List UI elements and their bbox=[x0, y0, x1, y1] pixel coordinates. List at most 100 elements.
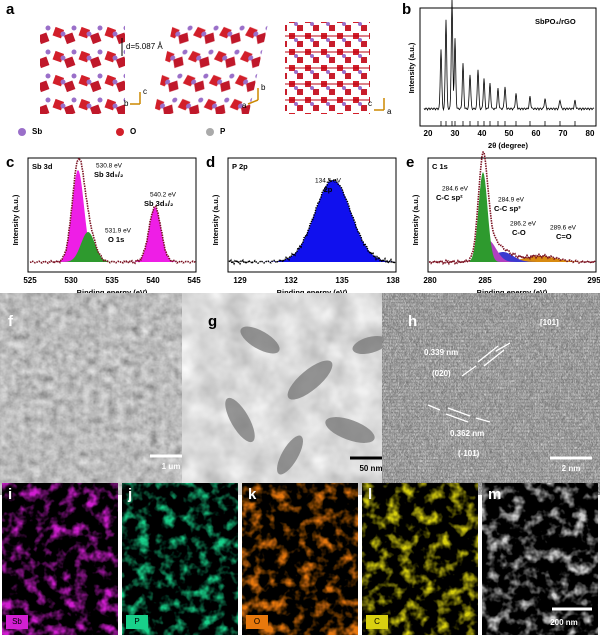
x-label: Binding energy (eV) bbox=[77, 288, 148, 297]
x-label: Binding energy (eV) bbox=[277, 288, 348, 297]
axis-letter: b bbox=[124, 99, 129, 108]
crystal bbox=[285, 22, 370, 114]
y-label: Intensity (a.u.) bbox=[211, 194, 220, 245]
x-tick-label: 70 bbox=[559, 129, 568, 138]
panel-letter: b bbox=[402, 1, 411, 18]
peak-label: C=O bbox=[556, 232, 572, 241]
panel-letter: i bbox=[8, 486, 12, 503]
x-tick-label: 545 bbox=[187, 276, 201, 285]
element-tag bbox=[366, 615, 388, 629]
scale-bar-label: 50 nm bbox=[359, 464, 382, 473]
reference-lines bbox=[440, 121, 576, 126]
peak-label: 286.2 eV bbox=[510, 221, 537, 228]
peak-label: 531.9 eV bbox=[105, 228, 132, 235]
plot-title: C 1s bbox=[432, 162, 448, 171]
spectrum bbox=[428, 151, 596, 266]
panel-letter: e bbox=[406, 154, 414, 171]
element-label: C bbox=[374, 617, 380, 626]
map-signal bbox=[482, 483, 598, 635]
peak-fit bbox=[240, 180, 394, 262]
legend: Sb O P bbox=[18, 127, 226, 136]
plot-title: P 2p bbox=[232, 162, 248, 171]
x-tick-label: 540 bbox=[146, 276, 160, 285]
element-tag bbox=[246, 615, 268, 629]
x-label: Binding energy (eV) bbox=[477, 288, 548, 297]
peak-label: C-C sp³ bbox=[494, 204, 521, 213]
panel-letter: a bbox=[6, 1, 15, 18]
x-tick-label: 280 bbox=[423, 276, 437, 285]
legend-label: Sb bbox=[32, 127, 42, 136]
d-spacing: 0.339 nm bbox=[424, 348, 458, 357]
x-tick-label: 40 bbox=[478, 129, 487, 138]
spectrum bbox=[228, 178, 396, 266]
panel-letter: g bbox=[208, 313, 217, 330]
panel-letter: h bbox=[408, 313, 417, 330]
x-tick-label: 525 bbox=[23, 276, 37, 285]
x-tick-label: 135 bbox=[335, 276, 349, 285]
peak-fit bbox=[60, 232, 120, 262]
map-signal bbox=[122, 483, 238, 635]
peak-label: 134.5 eV bbox=[315, 178, 342, 185]
peak-label: Sb 3d₃/₂ bbox=[144, 199, 173, 208]
element-tag bbox=[126, 615, 148, 629]
axis-letter: c bbox=[143, 87, 147, 96]
peak-label: C-O bbox=[512, 228, 526, 237]
x-tick-label: 80 bbox=[586, 129, 595, 138]
axes-glyph: b c a b c a bbox=[124, 83, 392, 116]
plot-title: SbPO₄/rGO bbox=[535, 17, 576, 26]
element-label: P bbox=[134, 617, 139, 626]
peak-label: O 1s bbox=[108, 235, 124, 244]
x-tick-label: 285 bbox=[478, 276, 492, 285]
axis-letter: a bbox=[242, 101, 247, 110]
scale-bar-label: 1 um bbox=[162, 462, 181, 471]
axis-letter: b bbox=[261, 83, 266, 92]
x-tick-label: 290 bbox=[533, 276, 547, 285]
element-label: O bbox=[254, 617, 260, 626]
panel-letter: d bbox=[206, 154, 215, 171]
plot-title: Sb 3d bbox=[32, 162, 53, 171]
x-tick-label: 50 bbox=[505, 129, 514, 138]
panel-letter: m bbox=[488, 486, 501, 503]
y-label: Intensity (a.u.) bbox=[407, 42, 416, 93]
peak-label: 284.9 eV bbox=[498, 197, 525, 204]
peak-label: 540.2 eV bbox=[150, 192, 177, 199]
x-tick-label: 295 bbox=[587, 276, 600, 285]
eds-map: jP bbox=[122, 483, 238, 635]
axis-letter: a bbox=[387, 107, 392, 116]
map-signal bbox=[362, 483, 478, 635]
panel-letter: k bbox=[248, 486, 257, 503]
lattice-plane: (020) bbox=[432, 369, 451, 378]
peak-label: 530.8 eV bbox=[96, 163, 123, 170]
xrd-pattern bbox=[423, 0, 595, 112]
zone-axis: [101] bbox=[540, 318, 559, 327]
x-tick-label: 530 bbox=[64, 276, 78, 285]
peak-fit bbox=[40, 170, 120, 262]
scale-bar-label: 2 nm bbox=[562, 464, 581, 473]
x-tick-label: 20 bbox=[424, 129, 433, 138]
element-tag bbox=[6, 615, 28, 629]
x-tick-label: 129 bbox=[233, 276, 247, 285]
axis-letter: c bbox=[368, 99, 372, 108]
peak-label: C-C sp² bbox=[436, 193, 463, 202]
legend-label: P bbox=[220, 127, 226, 136]
x-tick-label: 60 bbox=[532, 129, 541, 138]
hrtem-image: h [101] 0.339 nm (020) 0.362 nm (-101) 2… bbox=[402, 310, 598, 478]
x-tick-label: 30 bbox=[451, 129, 460, 138]
eds-map: kO bbox=[242, 483, 358, 635]
eds-map: m 200 nm bbox=[482, 483, 598, 635]
plot-frame bbox=[419, 7, 597, 127]
scale-bar-label: 200 nm bbox=[550, 618, 578, 627]
map-signal bbox=[2, 483, 118, 635]
x-tick-label: 132 bbox=[284, 276, 298, 285]
spectrum bbox=[29, 156, 197, 265]
y-label: Intensity (a.u.) bbox=[411, 194, 420, 245]
panel-letter: l bbox=[368, 486, 372, 503]
x-tick-label: 138 bbox=[386, 276, 400, 285]
x-ticks: 20 30 40 50 60 70 80 bbox=[424, 129, 595, 138]
map-signal bbox=[242, 483, 358, 635]
peak-label: 284.6 eV bbox=[442, 186, 469, 193]
eds-map: i Sb bbox=[2, 483, 118, 635]
panel-letter: c bbox=[6, 154, 14, 171]
